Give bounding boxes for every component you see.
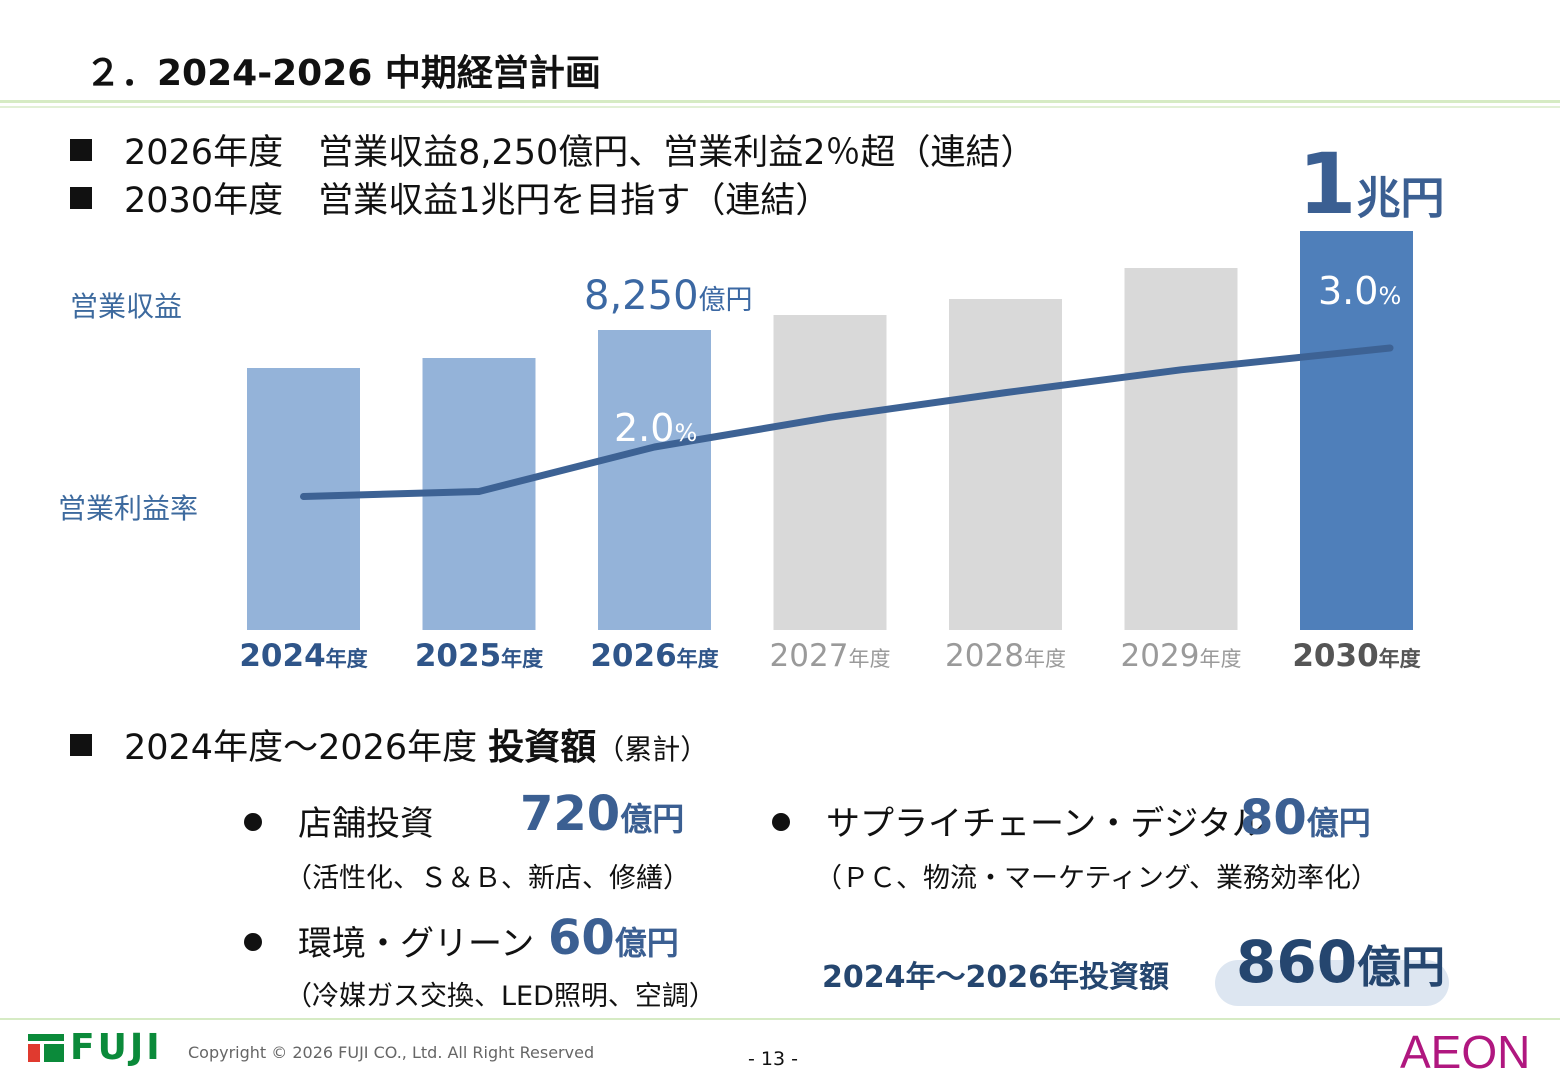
tick-label-2025: 2025年度 <box>415 638 543 674</box>
goal-2030: 2030年度 営業収益1兆円を目指す（連結） <box>70 172 830 223</box>
total-amount-number: 860 <box>1236 928 1358 996</box>
investment-item-amount: 720億円 <box>520 786 684 842</box>
series-label-margin: 営業利益率 <box>58 492 198 525</box>
trillion-label: 1兆円 <box>1298 135 1444 233</box>
investment-item-store: 店舗投資 <box>244 796 434 845</box>
page-number: - 13 - <box>748 1048 798 1070</box>
data-label-margin-2026: 2.0% <box>614 406 697 450</box>
bullet-dot-icon <box>244 933 262 951</box>
bar-revenue-2027 <box>773 315 887 630</box>
fuji-logo-icon <box>28 1034 64 1062</box>
square-bullet-icon <box>70 734 92 756</box>
amount-number: 60 <box>548 910 615 966</box>
total-label: 2024年～2026年投資額 <box>822 960 1169 995</box>
amount-number: 720 <box>520 786 621 842</box>
investment-item-amount: 60億円 <box>548 910 679 966</box>
investment-heading-bold: 投資額 <box>488 727 597 768</box>
total-highlight <box>1215 960 1449 1006</box>
investment-item-label: 環境・グリーン <box>298 924 535 964</box>
investment-heading-suffix: （累計） <box>596 733 709 766</box>
title-divider <box>0 100 1560 103</box>
investment-item-label: 店舗投資 <box>298 804 434 844</box>
amount-unit: 億円 <box>1306 804 1371 842</box>
investment-item-detail: （冷媒ガス交換、LED照明、空調） <box>285 981 716 1012</box>
footer-divider <box>0 1018 1560 1020</box>
amount-number: 80 <box>1240 790 1307 846</box>
tick-label-2027: 2027年度 <box>770 638 891 674</box>
total-amount-unit: 億円 <box>1357 942 1446 993</box>
tick-label-2026: 2026年度 <box>590 638 718 674</box>
bullet-dot-icon <box>244 813 262 831</box>
trillion-unit: 兆円 <box>1356 173 1445 224</box>
amount-unit: 億円 <box>614 924 679 962</box>
investment-item-green: 環境・グリーン <box>244 916 534 965</box>
bar-revenue-2026 <box>598 330 711 630</box>
goal-2030-text: 2030年度 営業収益1兆円を目指す（連結） <box>124 181 831 221</box>
title-divider-secondary <box>0 106 1560 108</box>
series-label-revenue: 営業収益 <box>70 290 182 323</box>
goal-2026: 2026年度 営業収益8,250億円、営業利益2％超（連結） <box>70 124 1036 175</box>
amount-unit: 億円 <box>620 800 685 838</box>
tick-label-2030: 2030年度 <box>1292 638 1420 674</box>
trillion-number: 1 <box>1298 135 1357 233</box>
goal-2026-text: 2026年度 営業収益8,250億円、営業利益2％超（連結） <box>124 133 1036 173</box>
copyright: Copyright © 2026 FUJI CO., Ltd. All Righ… <box>188 1043 595 1062</box>
investment-item-detail: （ＰＣ、物流・マーケティング、業務効率化） <box>815 863 1378 894</box>
page-title: ２．2024-2026 中期経営計画 <box>85 53 601 94</box>
bar-revenue-2028 <box>949 299 1062 630</box>
data-label-revenue-2026: 8,250億円 <box>584 273 753 319</box>
bar-revenue-2029 <box>1124 268 1238 630</box>
tick-label-2029: 2029年度 <box>1121 638 1242 674</box>
investment-heading-prefix: 2024年度～2026年度 <box>124 728 489 768</box>
tick-label-2028: 2028年度 <box>945 638 1066 674</box>
aeon-logo: AEON <box>1400 1026 1530 1076</box>
aeon-logo-text: AEON <box>1400 1026 1530 1076</box>
investment-item-supply-chain: サプライチェーン・デジタル <box>772 796 1266 845</box>
tick-label-2024: 2024年度 <box>239 638 367 674</box>
company-logo: FUJI <box>70 1027 163 1068</box>
investment-item-detail: （活性化、Ｓ＆Ｂ、新店、修繕） <box>285 863 690 894</box>
total-amount: 860億円 <box>1236 928 1445 996</box>
square-bullet-icon <box>70 187 92 209</box>
bar-revenue-2030 <box>1300 231 1413 630</box>
investment-item-label: サプライチェーン・デジタル <box>826 804 1266 844</box>
data-label-margin-2030: 3.0% <box>1318 269 1401 313</box>
investment-heading: 2024年度～2026年度 投資額（累計） <box>70 718 708 770</box>
square-bullet-icon <box>70 139 92 161</box>
investment-item-amount: 80億円 <box>1240 790 1371 846</box>
bullet-dot-icon <box>772 813 790 831</box>
